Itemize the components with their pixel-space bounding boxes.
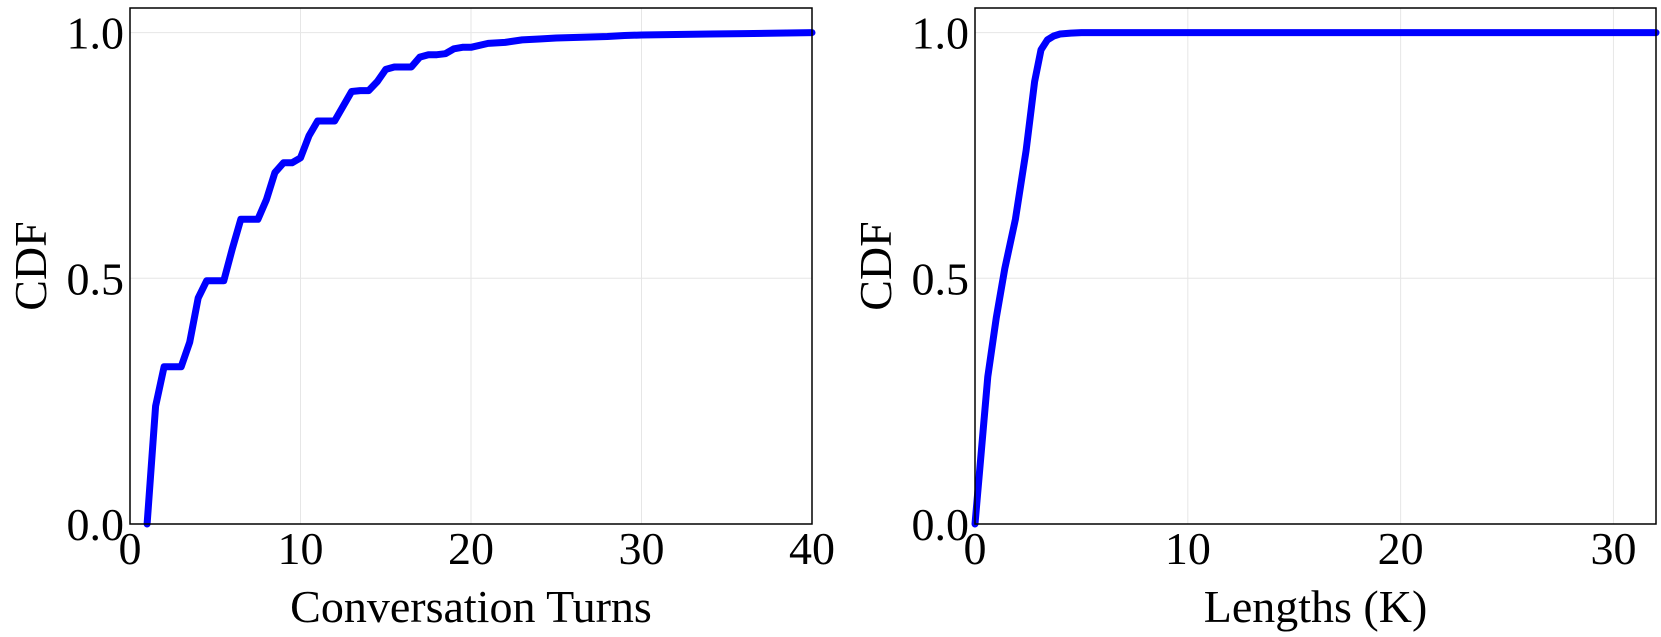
- lengths-cdf-chart: 0 10 20 30 0.0 0.5 1.0 Lengths (K) CDF: [850, 7, 1660, 632]
- lengths-grid: [974, 8, 1656, 525]
- lengths-y-tick-label: 0.5: [912, 253, 970, 304]
- lengths-plot-frame: [974, 7, 1657, 525]
- conversation-turns-y-tick-label: 0.5: [67, 253, 125, 304]
- lengths-cdf-line: [971, 29, 1660, 528]
- conversation-turns-cdf-line: [143, 29, 816, 528]
- lengths-y-tick-label: 1.0: [912, 8, 970, 59]
- lengths-y-axis-title: CDF: [850, 221, 901, 310]
- conversation-turns-x-axis-title: Conversation Turns: [290, 581, 652, 632]
- conversation-turns-plot-frame: [129, 7, 813, 525]
- conversation-turns-x-tick-label: 30: [619, 523, 665, 574]
- conversation-turns-x-tick-label: 40: [789, 523, 835, 574]
- conversation-turns-x-tick-label: 20: [448, 523, 494, 574]
- lengths-x-axis-title: Lengths (K): [1204, 581, 1428, 632]
- lengths-x-tick-label: 20: [1378, 523, 1424, 574]
- lengths-y-tick-label: 0.0: [912, 499, 970, 550]
- conversation-turns-tick-labels: 0 10 20 30 40 0.0 0.5 1.0: [67, 8, 836, 574]
- conversation-turns-y-axis-title: CDF: [5, 221, 56, 310]
- conversation-turns-x-tick-label: 10: [278, 523, 324, 574]
- conversation-turns-y-tick-label: 1.0: [67, 8, 125, 59]
- lengths-tick-labels: 0 10 20 30 0.0 0.5 1.0: [912, 8, 1637, 574]
- lengths-x-tick-label: 30: [1590, 523, 1636, 574]
- conversation-turns-cdf-chart: 0 10 20 30 40 0.0 0.5 1.0 Conversation Turns CD…: [5, 7, 836, 632]
- conversation-turns-grid: [129, 8, 813, 525]
- lengths-x-tick-label: 0: [964, 523, 987, 574]
- conversation-turns-y-tick-label: 0.0: [67, 499, 125, 550]
- lengths-x-tick-label: 10: [1165, 523, 1211, 574]
- conversation-turns-x-tick-label: 0: [119, 523, 142, 574]
